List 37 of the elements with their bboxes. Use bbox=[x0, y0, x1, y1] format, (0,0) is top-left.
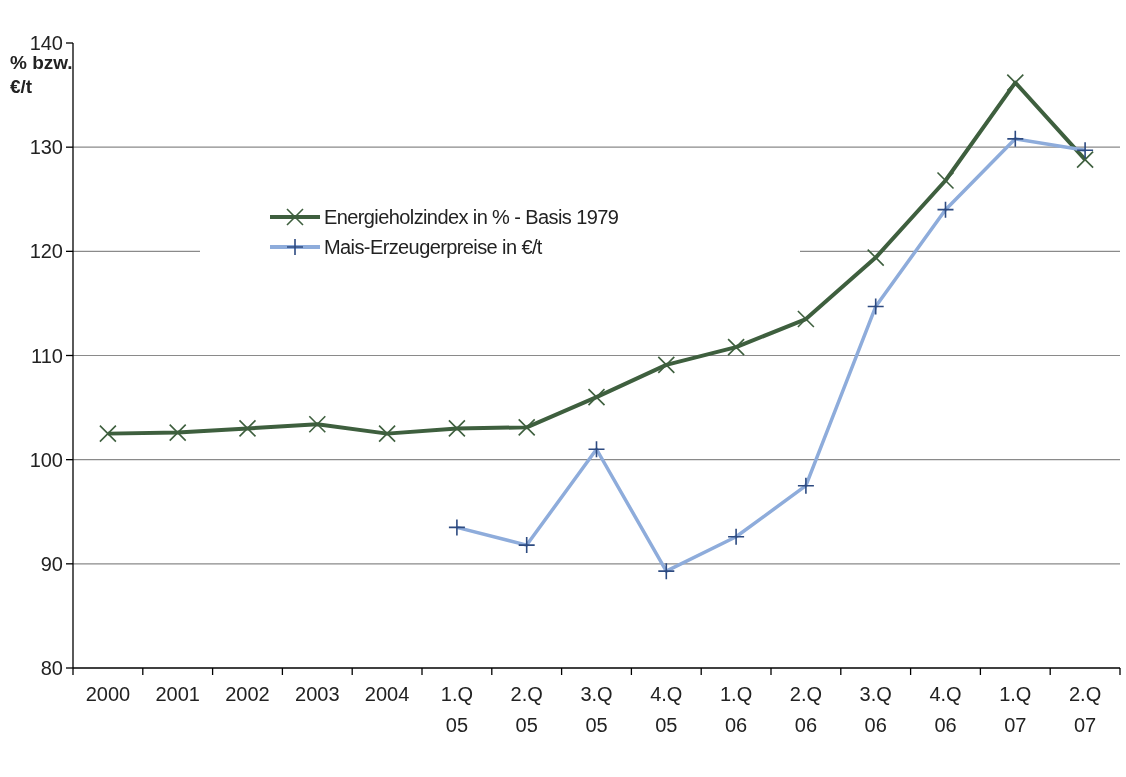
x-tick-label: 2.Q 05 bbox=[510, 683, 543, 736]
point bbox=[517, 418, 536, 437]
y-axis-title: % bzw. €/t bbox=[10, 52, 73, 97]
y-tick-label: 80 bbox=[40, 657, 63, 679]
x-tick-label: 2001 bbox=[155, 683, 200, 705]
legend-label: Mais-Erzeugerpreise in €/t bbox=[324, 236, 543, 258]
y-tick-label: 130 bbox=[29, 136, 63, 159]
point bbox=[727, 338, 745, 356]
x-tick-label: 2004 bbox=[364, 683, 410, 705]
x-tick-label: 2002 bbox=[225, 683, 270, 705]
point bbox=[99, 424, 117, 443]
y-tick-label: 120 bbox=[29, 240, 63, 263]
y-tick-label: 140 bbox=[29, 32, 63, 54]
point bbox=[238, 419, 257, 438]
point bbox=[448, 419, 466, 438]
x-tick-label: 2000 bbox=[85, 683, 131, 705]
point bbox=[308, 415, 327, 434]
point bbox=[378, 424, 396, 443]
x-tick-label: 1.Q 06 bbox=[719, 683, 753, 736]
point bbox=[587, 388, 606, 406]
y-tick-label: 90 bbox=[40, 552, 63, 575]
y-tick-label: 100 bbox=[29, 448, 63, 471]
x-tick-label: 4.Q 06 bbox=[929, 683, 962, 736]
y-tick-label: 110 bbox=[31, 344, 63, 367]
point bbox=[657, 356, 676, 374]
point bbox=[1006, 73, 1025, 92]
point bbox=[168, 423, 187, 442]
x-tick-label: 4.Q 05 bbox=[650, 683, 683, 736]
legend-label: Energieholzindex in % - Basis 1979 bbox=[324, 206, 619, 228]
point bbox=[1076, 150, 1094, 169]
x-tick-label: 2.Q 06 bbox=[789, 683, 823, 736]
x-tick-label: 1.Q 07 bbox=[999, 683, 1032, 736]
x-tick-label: 2.Q 07 bbox=[1068, 683, 1102, 736]
x-tick-label: 3.Q 05 bbox=[580, 683, 613, 736]
x-tick-label: 2003 bbox=[295, 683, 340, 705]
x-tick-label: 1.Q 05 bbox=[440, 683, 474, 736]
x-tick-label: 3.Q 06 bbox=[859, 683, 892, 736]
